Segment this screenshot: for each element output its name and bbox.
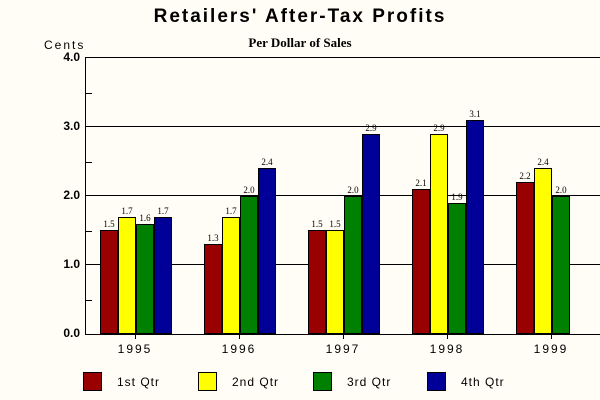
- plot-area: 1.5 1.7 1.6 1.7 1.3 1.7 2.0 2.4 1.5 1.5 2.0 2.9 2.1 2…: [85, 57, 600, 335]
- y-axis-title: Cents: [44, 38, 86, 52]
- legend-item-4th-qtr: 4th Qtr: [427, 372, 537, 392]
- chart-subtitle: Per Dollar of Sales: [248, 35, 352, 50]
- legend-item-3rd-qtr: 3rd Qtr: [313, 372, 423, 392]
- x-category-label-1999: 1999: [533, 342, 569, 356]
- legend: 1st Qtr 2nd Qtr 3rd Qtr 4th Qtr: [0, 372, 600, 394]
- bar-value-label: 2.0: [243, 185, 255, 195]
- bar-value-label: 1.3: [207, 233, 219, 243]
- bar-value-label: 2.4: [537, 157, 549, 167]
- bar-value-label: 1.5: [329, 219, 341, 229]
- legend-swatch-icon: [313, 372, 332, 391]
- bar-1997-2nd-qtr: [326, 230, 344, 334]
- bar-1998-3rd-qtr: [448, 203, 466, 334]
- y-minor-tick: [86, 299, 92, 301]
- x-category-label-1997: 1997: [325, 342, 361, 356]
- x-tick-1995: [135, 334, 136, 339]
- bar-value-label: 2.2: [519, 171, 531, 181]
- legend-label: 1st Qtr: [117, 375, 161, 389]
- bar-1998-1st-qtr: [412, 189, 430, 334]
- legend-label: 3rd Qtr: [347, 375, 392, 389]
- x-tick-1998: [447, 334, 448, 339]
- legend-swatch-icon: [427, 372, 446, 391]
- x-category-label-1996: 1996: [221, 342, 257, 356]
- bar-1999-2nd-qtr: [534, 168, 552, 334]
- y-tick-label-3.0: 3.0: [63, 119, 80, 133]
- bar-value-label: 1.9: [451, 192, 463, 202]
- bar-value-label: 2.9: [365, 123, 377, 133]
- gridline-2: [86, 195, 600, 196]
- x-category-label-1995: 1995: [117, 342, 153, 356]
- legend-swatch-icon: [83, 372, 102, 391]
- bar-1998-2nd-qtr: [430, 134, 448, 334]
- bar-1997-3rd-qtr: [344, 196, 362, 334]
- bar-1998-4th-qtr: [466, 120, 484, 334]
- bar-value-label: 1.5: [103, 219, 115, 229]
- bar-1997-4th-qtr: [362, 134, 380, 334]
- bar-1999-3rd-qtr: [552, 196, 570, 334]
- bar-value-label: 2.0: [555, 185, 567, 195]
- bar-1995-1st-qtr: [100, 230, 118, 334]
- bar-1996-2nd-qtr: [222, 217, 240, 334]
- y-tick-label-2.0: 2.0: [63, 188, 80, 202]
- y-minor-tick: [86, 92, 92, 94]
- bar-value-label: 1.6: [139, 213, 151, 223]
- legend-label: 4th Qtr: [461, 375, 505, 389]
- gridline-3: [86, 126, 600, 127]
- bar-value-label: 1.7: [225, 206, 237, 216]
- y-minor-tick: [86, 161, 92, 163]
- legend-item-2nd-qtr: 2nd Qtr: [198, 372, 308, 392]
- bar-value-label: 1.7: [121, 206, 133, 216]
- bar-value-label: 2.9: [433, 123, 445, 133]
- bar-1996-1st-qtr: [204, 244, 222, 334]
- bar-value-label: 2.1: [415, 178, 427, 188]
- bar-1999-1st-qtr: [516, 182, 534, 334]
- bar-1997-1st-qtr: [308, 230, 326, 334]
- bar-1995-3rd-qtr: [136, 224, 154, 334]
- bar-value-label: 2.0: [347, 185, 359, 195]
- x-category-label-1998: 1998: [429, 342, 465, 356]
- bar-value-label: 3.1: [469, 109, 481, 119]
- bar-value-label: 1.5: [311, 219, 323, 229]
- chart-title: Retailers' After-Tax Profits: [153, 6, 447, 27]
- legend-item-1st-qtr: 1st Qtr: [83, 372, 193, 392]
- y-minor-tick: [86, 230, 92, 232]
- bar-1996-4th-qtr: [258, 168, 276, 334]
- legend-swatch-icon: [198, 372, 217, 391]
- x-tick-1996: [239, 334, 240, 339]
- x-tick-1999: [551, 334, 552, 339]
- y-tick-label-4.0: 4.0: [63, 50, 80, 64]
- bar-1996-3rd-qtr: [240, 196, 258, 334]
- bar-value-label: 2.4: [261, 157, 273, 167]
- bar-1995-2nd-qtr: [118, 217, 136, 334]
- legend-label: 2nd Qtr: [232, 375, 280, 389]
- y-tick-label-0.0: 0.0: [63, 326, 80, 340]
- bar-1995-4th-qtr: [154, 217, 172, 334]
- x-tick-1997: [343, 334, 344, 339]
- bar-value-label: 1.7: [157, 206, 169, 216]
- y-tick-label-1.0: 1.0: [63, 257, 80, 271]
